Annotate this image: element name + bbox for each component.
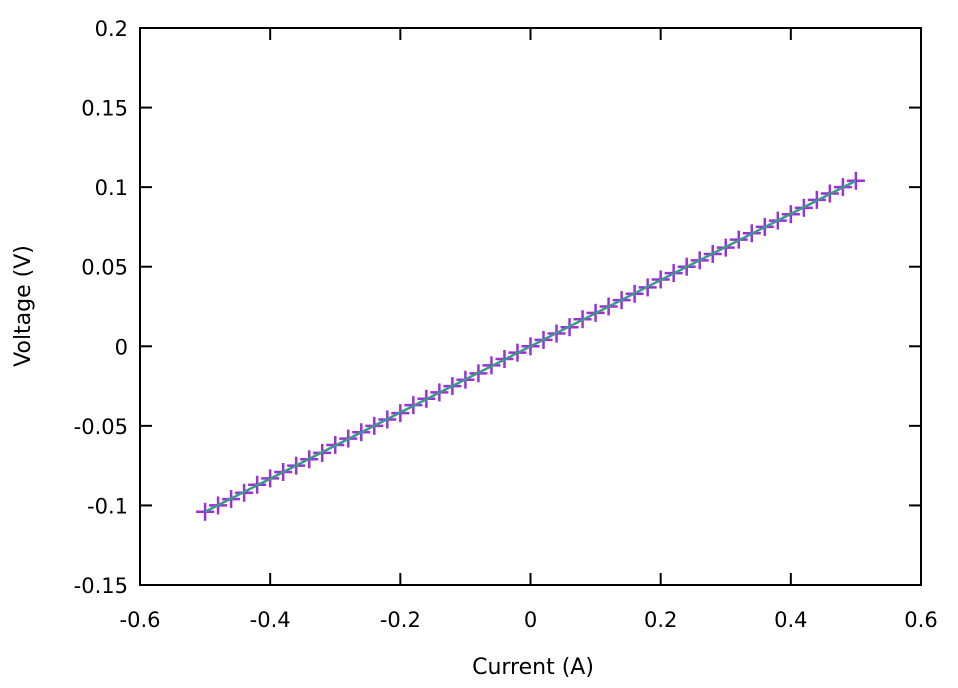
x-tick-label: -0.6 bbox=[120, 608, 161, 632]
x-tick-label: 0.2 bbox=[644, 608, 677, 632]
x-axis-ticks: -0.6 -0.4 -0.2 0 0.2 0.4 0.6 bbox=[120, 28, 938, 632]
plot-frame bbox=[139, 27, 922, 586]
y-tick-label: -0.05 bbox=[74, 415, 128, 439]
y-tick-label: 0.2 bbox=[95, 17, 128, 41]
x-tick-label: -0.2 bbox=[380, 608, 421, 632]
data-series bbox=[196, 171, 865, 521]
x-tick-label: 0 bbox=[524, 608, 537, 632]
y-tick-label: 0 bbox=[115, 335, 128, 359]
y-tick-label: 0.05 bbox=[81, 256, 128, 280]
x-tick-label: 0.6 bbox=[904, 608, 937, 632]
y-tick-label: -0.15 bbox=[74, 574, 128, 598]
y-tick-label: 0.15 bbox=[81, 97, 128, 121]
x-tick-label: 0.4 bbox=[774, 608, 807, 632]
x-tick-label: -0.4 bbox=[250, 608, 291, 632]
y-axis-ticks: -0.15 -0.1 -0.05 0 0.05 0.1 0.15 0.2 bbox=[74, 17, 921, 598]
y-tick-label: -0.1 bbox=[87, 494, 128, 518]
y-tick-label: 0.1 bbox=[95, 176, 128, 200]
y-axis-label: Voltage (V) bbox=[11, 245, 36, 367]
x-axis-label: Current (A) bbox=[472, 655, 594, 680]
fit-line bbox=[204, 179, 857, 513]
